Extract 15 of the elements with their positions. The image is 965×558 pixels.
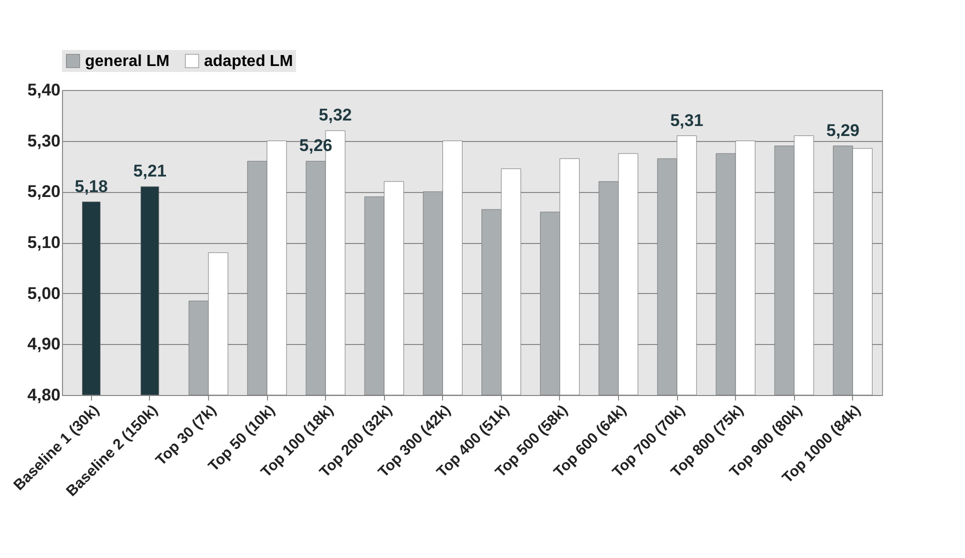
y-tick-label: 5,10 bbox=[27, 233, 60, 252]
data-label: 5,21 bbox=[133, 162, 166, 181]
y-tick-label: 5,40 bbox=[27, 80, 60, 100]
data-label: 5,32 bbox=[318, 106, 352, 125]
data-label: 5,26 bbox=[299, 136, 332, 156]
data-label: 5,29 bbox=[826, 120, 860, 140]
legend-label: general LM bbox=[85, 53, 170, 70]
data-label: 5,31 bbox=[670, 110, 704, 130]
y-tick-label: 5,30 bbox=[27, 131, 60, 150]
y-tick-label: 4,80 bbox=[27, 386, 60, 404]
data-label: 5,18 bbox=[74, 176, 108, 196]
y-tick-label: 5,20 bbox=[27, 182, 60, 202]
y-tick-label: 4,90 bbox=[27, 334, 60, 354]
legend-label: adapted LM bbox=[204, 53, 293, 70]
y-tick-label: 5,00 bbox=[27, 284, 60, 303]
